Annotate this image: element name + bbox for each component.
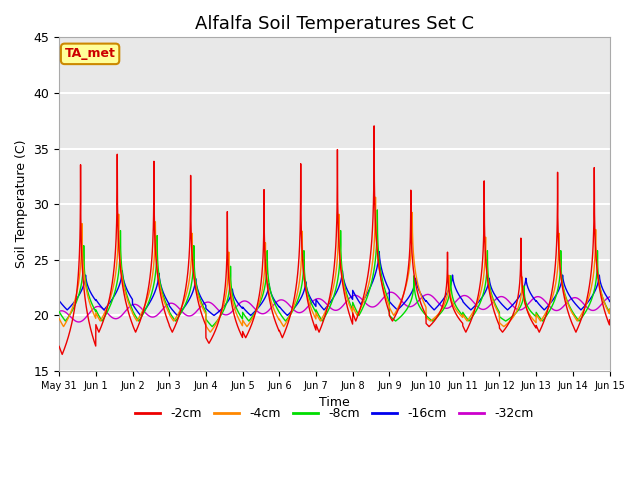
Title: Alfalfa Soil Temperatures Set C: Alfalfa Soil Temperatures Set C <box>195 15 474 33</box>
X-axis label: Time: Time <box>319 396 349 409</box>
Legend: -2cm, -4cm, -8cm, -16cm, -32cm: -2cm, -4cm, -8cm, -16cm, -32cm <box>130 402 538 425</box>
Text: TA_met: TA_met <box>65 48 116 60</box>
Y-axis label: Soil Temperature (C): Soil Temperature (C) <box>15 140 28 268</box>
